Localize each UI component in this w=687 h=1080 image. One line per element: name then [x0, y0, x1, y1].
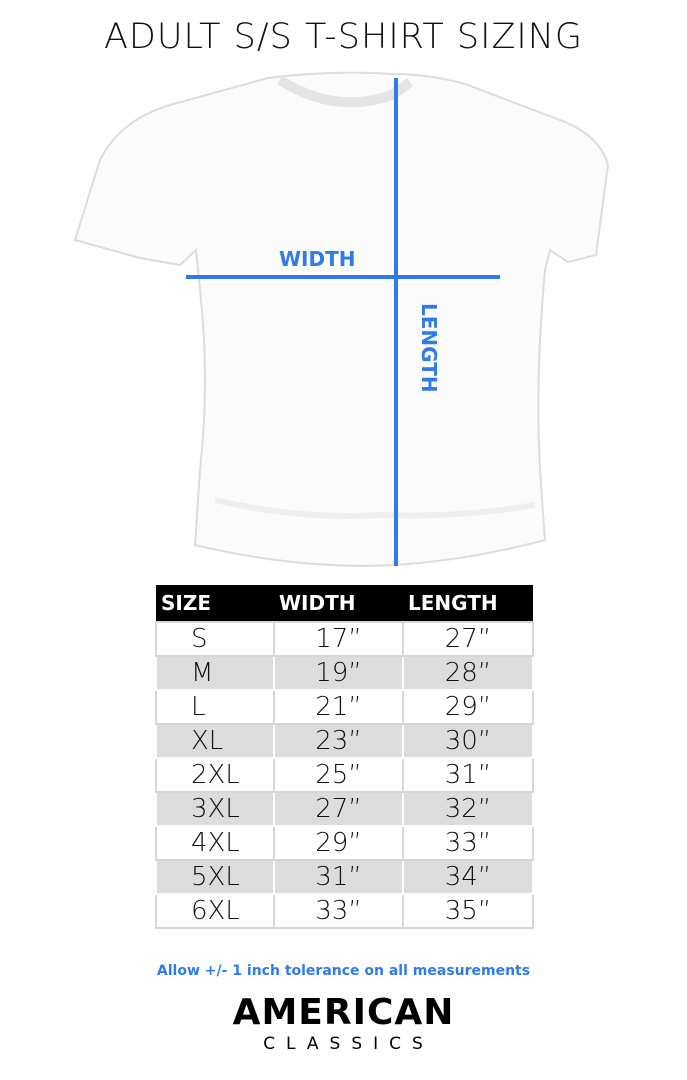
length-cell: 29” [402, 689, 534, 725]
table-row: S 17” 27” [155, 621, 534, 657]
logo-line2: CLASSICS [263, 1034, 434, 1054]
length-cell: 32” [402, 791, 534, 827]
size-cell: L [155, 689, 275, 725]
size-cell: 2XL [155, 757, 275, 793]
table-row: XL 23” 30” [155, 723, 534, 759]
size-cell: XL [155, 723, 275, 759]
header-length: LENGTH [403, 585, 533, 622]
tolerance-note: Allow +/- 1 inch tolerance on all measur… [156, 963, 531, 979]
width-cell: 33” [273, 893, 404, 929]
length-cell: 31” [402, 757, 534, 793]
table-row: 6XL 33” 35” [155, 893, 534, 929]
t-shirt-image [73, 71, 610, 567]
width-cell: 31” [273, 859, 404, 895]
header-width: WIDTH [274, 585, 403, 622]
width-cell: 25” [273, 757, 404, 793]
collar-shape [277, 75, 414, 108]
width-cell: 29” [273, 825, 404, 861]
table-row: 3XL 27” 32” [155, 791, 534, 827]
table-row: 5XL 31” 34” [155, 859, 534, 895]
size-cell: 4XL [155, 825, 275, 861]
t-shirt-diagram [73, 71, 610, 567]
width-cell: 23” [273, 723, 404, 759]
length-cell: 28” [402, 655, 534, 691]
width-cell: 21” [273, 689, 404, 725]
length-cell: 27” [402, 621, 534, 657]
table-header-row: SIZE WIDTH LENGTH [156, 585, 533, 622]
size-cell: 3XL [155, 791, 275, 827]
table-row: 2XL 25” 31” [155, 757, 534, 793]
width-cell: 19” [273, 655, 404, 691]
table-row: M 19” 28” [155, 655, 534, 691]
table-row: L 21” 29” [155, 689, 534, 725]
logo-line1: AMERICAN [232, 992, 455, 1033]
width-label: WIDTH [279, 247, 356, 271]
length-label: LENGTH [417, 303, 441, 393]
header-size: SIZE [156, 585, 274, 622]
length-cell: 34” [402, 859, 534, 895]
size-cell: 5XL [155, 859, 275, 895]
hem-shape [214, 497, 536, 519]
size-cell: 6XL [155, 893, 275, 929]
size-cell: M [155, 655, 275, 691]
size-cell: S [155, 621, 275, 657]
length-cell: 35” [402, 893, 534, 929]
width-cell: 27” [273, 791, 404, 827]
page-title: ADULT S/S T-SHIRT SIZING [103, 17, 584, 57]
length-cell: 30” [402, 723, 534, 759]
size-chart-table: SIZE WIDTH LENGTH S 17” 27” M 19” 28” L 21” 29” X… [155, 585, 534, 929]
length-cell: 33” [402, 825, 534, 861]
width-cell: 17” [273, 621, 404, 657]
table-row: 4XL 29” 33” [155, 825, 534, 861]
